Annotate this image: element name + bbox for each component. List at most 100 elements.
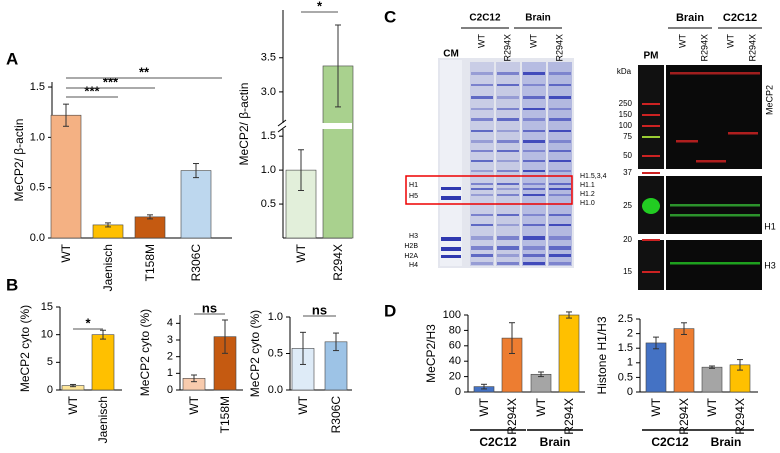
error-bar: [538, 371, 544, 378]
gel-band: [549, 214, 571, 216]
y-axis-label: MeCP2 cyto (%): [248, 310, 262, 397]
significance-label: *: [85, 315, 91, 330]
gel-band: [471, 214, 493, 216]
gel-band: [549, 150, 571, 152]
gel-band: [549, 108, 571, 110]
gel-band: [549, 170, 571, 172]
group-label: Brain: [540, 435, 571, 449]
x-tick-label: WT: [705, 397, 719, 416]
x-tick-label: R306C: [189, 244, 203, 282]
y-tick-label: 0.0: [268, 384, 283, 396]
error-bar: [70, 383, 76, 388]
wb-size: 75: [623, 132, 632, 141]
gel-band: [549, 118, 571, 121]
significance-label: **: [139, 64, 150, 79]
wb-size: 100: [619, 121, 633, 130]
gel-band: [471, 246, 493, 250]
y-tick-label: 0.5: [268, 347, 283, 359]
gel-band-label: H1.1: [580, 182, 595, 189]
gel-band: [523, 214, 545, 216]
gel-lane: WT: [528, 34, 538, 48]
gel-band-label: H1.2: [580, 191, 595, 198]
gel-band: [497, 118, 519, 121]
wb-lane: WT: [725, 34, 735, 48]
gel-band: [497, 150, 519, 152]
y-tick-label: 3.5: [261, 52, 276, 64]
significance-label: *: [317, 0, 323, 13]
gel-band: [441, 196, 461, 200]
gel-band: [549, 140, 571, 143]
x-tick-label: WT: [187, 395, 201, 414]
wb-band: [728, 132, 758, 135]
gel-band: [471, 183, 493, 185]
y-tick-label: 3.0: [261, 86, 276, 98]
wb-size: 150: [619, 110, 633, 119]
y-tick-label: 60: [449, 340, 461, 352]
gel-band: [441, 255, 461, 258]
gel-band: [471, 236, 493, 240]
y-tick-label: 1.5: [618, 342, 633, 354]
significance-label: ***: [103, 74, 119, 89]
y-tick-label: 1.5: [261, 130, 276, 142]
gel-lane: R294X: [502, 34, 512, 62]
gel-band: [549, 262, 571, 265]
y-tick-label: 0: [455, 386, 461, 398]
wb-size: 37: [623, 168, 632, 177]
significance-label: ns: [202, 300, 217, 315]
gel-band: [497, 183, 519, 185]
error-bar: [105, 222, 111, 228]
y-tick-label: 0.5: [30, 182, 45, 194]
gel-group: Brain: [525, 13, 551, 24]
x-tick-label: R294X: [331, 244, 345, 281]
error-bar: [709, 365, 715, 369]
y-tick-label: 2.5: [618, 313, 633, 325]
gel-band: [523, 150, 545, 152]
y-tick-label: 5: [47, 356, 53, 368]
x-tick-label: Jaenisch: [96, 396, 110, 443]
wb-ladder: [642, 114, 660, 116]
gel-band: [523, 108, 545, 110]
error-bar: [509, 322, 515, 354]
gel-band: [549, 72, 571, 75]
gel-band: [471, 84, 493, 86]
gel-label: CM: [443, 49, 459, 60]
gel-band: [549, 160, 571, 162]
bar: [50, 114, 82, 239]
x-tick-label: Jaenisch: [101, 244, 115, 291]
error-bar: [566, 311, 572, 319]
wb-ladder: [642, 198, 660, 214]
gel-band: [497, 72, 519, 75]
panel-label: B: [6, 275, 18, 294]
gel-band: [441, 247, 461, 251]
wb-group: Brain: [676, 12, 704, 24]
gel-band: [471, 170, 493, 172]
wb-ladder: [642, 103, 660, 105]
gel-band: [497, 188, 519, 190]
y-tick-label: 1.0: [261, 164, 276, 176]
significance-label: ns: [312, 302, 327, 317]
axis-break-mark: [277, 125, 287, 133]
bar: [673, 328, 695, 393]
y-tick-label: 2: [167, 351, 173, 363]
wb-lane: R294X: [699, 34, 709, 62]
gel-band: [471, 140, 493, 143]
error-bar: [681, 322, 687, 335]
wb-size: 250: [619, 99, 633, 108]
wb-size: 20: [623, 235, 632, 244]
gel-band: [497, 254, 519, 257]
gel-band: [441, 187, 461, 190]
wb-ladder: [642, 136, 660, 138]
error-bar: [191, 374, 197, 383]
gel-band: [549, 236, 571, 240]
gel-band: [441, 237, 461, 241]
gel-band: [549, 183, 571, 185]
gel-band: [497, 262, 519, 265]
x-tick-label: R294X: [562, 398, 576, 435]
gel-band: [523, 130, 545, 132]
wb-unit: kDa: [617, 67, 632, 76]
gel-band: [471, 188, 493, 190]
wb-lane: WT: [677, 34, 687, 48]
wb-group: C2C12: [723, 12, 757, 24]
gel-lane: WT: [476, 34, 486, 48]
gel-band: [497, 130, 519, 132]
